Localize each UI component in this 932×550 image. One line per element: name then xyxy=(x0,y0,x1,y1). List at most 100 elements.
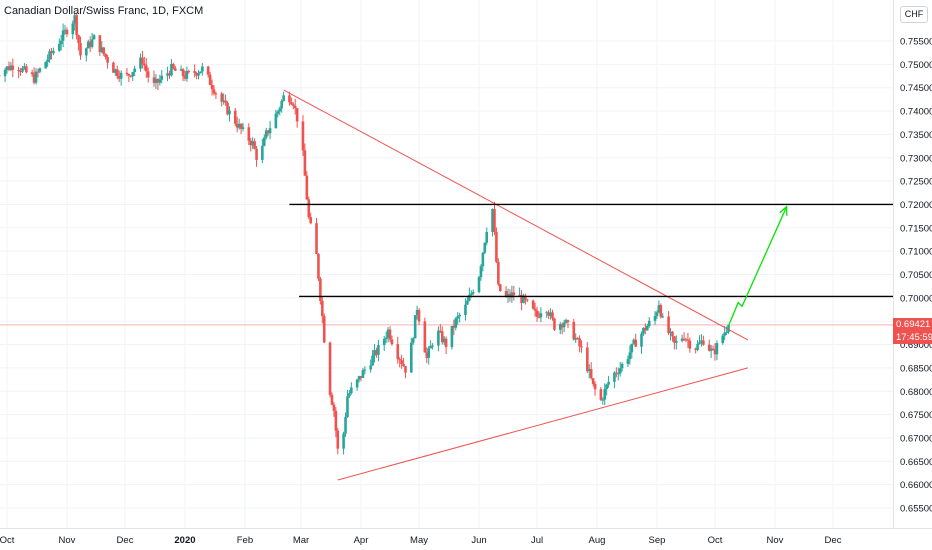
candle-body xyxy=(9,65,13,70)
candle xyxy=(321,296,324,324)
candle xyxy=(591,378,595,387)
price-axis-labels: 0.75500 0.75000 0.74500 0.74000 0.73500 0.730… xyxy=(900,37,932,515)
price-tick-label: 0.71500 xyxy=(900,223,932,234)
candle xyxy=(90,32,94,49)
candle xyxy=(522,293,525,304)
candle-body xyxy=(388,329,392,340)
candle xyxy=(533,302,537,317)
candle-body xyxy=(682,338,686,340)
time-tick-label: May xyxy=(410,535,428,546)
time-tick-label: Apr xyxy=(354,535,369,546)
candle xyxy=(73,13,77,31)
candle xyxy=(512,285,516,301)
candle-body xyxy=(589,369,593,379)
candle-body xyxy=(371,355,374,366)
time-tick-label: Aug xyxy=(589,535,606,546)
candle xyxy=(187,69,191,74)
candle xyxy=(158,74,162,86)
candle xyxy=(661,313,665,319)
candle xyxy=(143,56,146,71)
candle xyxy=(127,73,131,83)
candle-body xyxy=(616,373,620,375)
chart-grid xyxy=(0,0,893,528)
candle-body xyxy=(181,69,185,77)
candle xyxy=(593,381,597,396)
candle xyxy=(657,300,661,314)
candle xyxy=(332,402,336,417)
candle-body xyxy=(44,62,47,69)
candle-body xyxy=(396,344,400,359)
candle-body xyxy=(423,321,427,353)
candle xyxy=(48,48,51,63)
candle xyxy=(344,412,347,437)
candle xyxy=(551,309,554,321)
candle xyxy=(572,318,576,341)
candle-body xyxy=(249,140,253,146)
candle-body xyxy=(398,358,401,361)
price-tick-label: 0.69000 xyxy=(900,340,932,351)
candle-body xyxy=(700,340,703,343)
candle xyxy=(9,61,13,72)
candle-body xyxy=(404,366,407,373)
candle xyxy=(495,227,498,264)
candle xyxy=(411,336,415,345)
candle xyxy=(477,275,481,294)
candle xyxy=(233,107,237,127)
candle xyxy=(620,362,624,372)
candle-body xyxy=(444,338,448,348)
candle xyxy=(491,208,494,237)
candle-body xyxy=(212,89,216,94)
candle-body xyxy=(558,324,562,330)
candle xyxy=(241,122,245,132)
candle-body xyxy=(497,262,500,285)
candle xyxy=(125,68,129,77)
candle-body xyxy=(102,47,106,54)
candle xyxy=(458,312,461,323)
price-tick-label: 0.73000 xyxy=(900,153,932,164)
candle xyxy=(160,69,164,84)
candle-body xyxy=(485,231,489,243)
candle-body xyxy=(698,342,701,344)
candle xyxy=(222,93,225,105)
candle-body xyxy=(586,347,589,372)
candle-body xyxy=(59,40,63,45)
currency-badge[interactable]: CHF xyxy=(900,6,928,23)
candle-body xyxy=(547,312,550,316)
candle-body xyxy=(309,217,313,224)
candle-body xyxy=(17,69,20,72)
candle xyxy=(264,127,268,140)
candle-body xyxy=(65,29,69,35)
candle xyxy=(79,36,82,60)
price-tick-label: 0.67500 xyxy=(900,410,932,421)
candle xyxy=(88,36,92,53)
candle xyxy=(212,85,216,96)
candle-body xyxy=(303,150,307,176)
candle-body xyxy=(491,209,494,232)
candle-body xyxy=(160,75,164,80)
candle xyxy=(199,71,202,74)
candle xyxy=(85,47,88,62)
candle-body xyxy=(640,333,643,347)
candle xyxy=(197,70,200,80)
candle xyxy=(214,91,218,99)
candle-body xyxy=(224,100,227,103)
candle-body xyxy=(133,68,136,73)
candle-body xyxy=(193,71,196,73)
candle xyxy=(253,138,256,150)
candle-body xyxy=(653,316,657,321)
candle xyxy=(75,12,78,40)
time-tick-label: Feb xyxy=(237,535,253,546)
candle-body xyxy=(173,68,177,71)
candle-body xyxy=(618,368,622,374)
candle xyxy=(208,71,212,86)
candle-body xyxy=(25,66,28,73)
candle xyxy=(647,317,651,328)
candle-body xyxy=(466,300,469,305)
candle xyxy=(437,326,440,352)
candle-body xyxy=(437,330,440,346)
candle-body xyxy=(117,76,121,79)
candle-body xyxy=(688,340,692,349)
candle-body xyxy=(539,313,543,318)
candle xyxy=(562,319,566,333)
